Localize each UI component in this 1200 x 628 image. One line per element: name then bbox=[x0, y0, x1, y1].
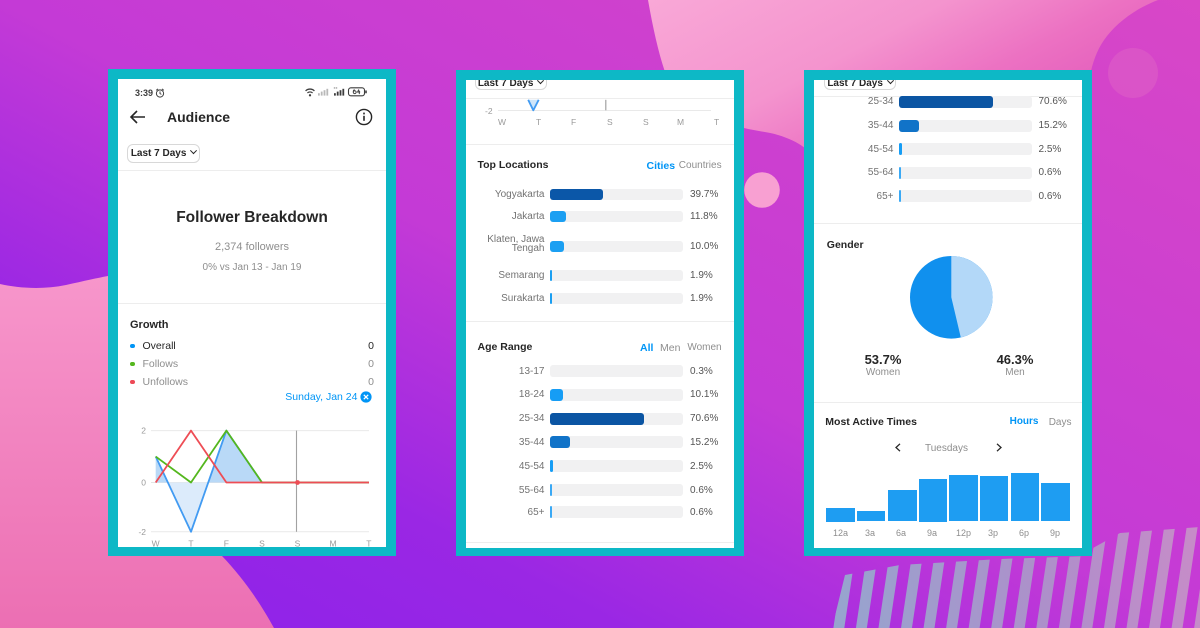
svg-text:S: S bbox=[259, 539, 265, 547]
svg-text:T: T bbox=[188, 539, 193, 547]
svg-text:S: S bbox=[295, 539, 301, 547]
svg-text:F: F bbox=[224, 539, 229, 547]
svg-text:T: T bbox=[366, 539, 371, 547]
svg-text:M: M bbox=[329, 539, 336, 547]
svg-text:-2: -2 bbox=[138, 527, 146, 537]
svg-text:2: 2 bbox=[141, 426, 146, 436]
svg-text:0: 0 bbox=[141, 478, 146, 488]
svg-text:W: W bbox=[152, 539, 160, 547]
